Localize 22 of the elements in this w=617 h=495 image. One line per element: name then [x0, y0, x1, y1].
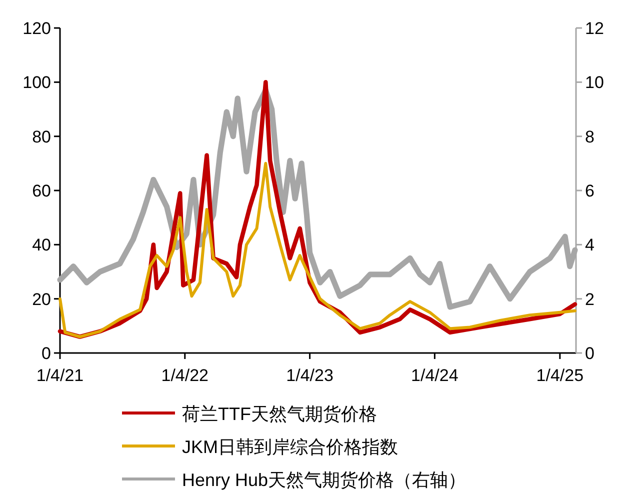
y2-tick-label: 4	[585, 236, 594, 255]
legend-label: Henry Hub天然气期货价格（右轴）	[182, 470, 466, 490]
y-tick-label: 100	[22, 73, 51, 92]
x-tick-label: 1/4/25	[536, 366, 584, 385]
y-tick-label: 80	[32, 127, 51, 146]
y-tick-label: 0	[42, 344, 51, 363]
y-tick-label: 60	[32, 182, 51, 200]
y2-tick-label: 0	[585, 344, 594, 363]
legend-label: JKM日韩到岸综合价格指数	[182, 437, 398, 457]
x-tick-label: 1/4/22	[161, 366, 209, 385]
y-tick-label: 20	[32, 290, 51, 309]
y-tick-label: 120	[22, 19, 51, 38]
y2-tick-label: 6	[585, 182, 594, 200]
legend-label: 荷兰TTF天然气期货价格	[182, 404, 377, 424]
x-tick-label: 1/4/23	[286, 366, 334, 385]
y2-tick-label: 2	[585, 290, 594, 309]
x-tick-label: 1/4/21	[36, 366, 84, 385]
x-tick-label: 1/4/24	[411, 366, 458, 385]
y2-tick-label: 12	[585, 19, 604, 38]
y2-tick-label: 8	[585, 127, 594, 146]
y-tick-label: 40	[32, 236, 51, 255]
y2-tick-label: 10	[585, 73, 604, 92]
